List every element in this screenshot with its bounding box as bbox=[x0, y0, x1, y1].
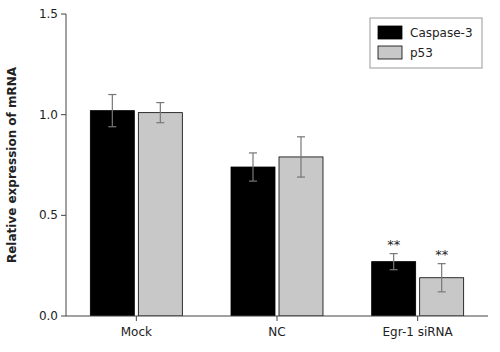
error-bar bbox=[438, 264, 446, 292]
error-bar-cap bbox=[438, 263, 446, 264]
error-bar-stem bbox=[441, 264, 442, 292]
y-tick-label: 1.0 bbox=[39, 108, 58, 122]
x-tick bbox=[277, 316, 278, 321]
error-bar-stem bbox=[300, 137, 301, 177]
y-tick bbox=[61, 14, 66, 15]
y-axis-line bbox=[66, 14, 67, 316]
y-axis-label: Relative expression of mRNA bbox=[5, 66, 19, 263]
legend-box bbox=[370, 18, 482, 68]
error-bar-stem bbox=[393, 254, 394, 270]
error-bar-cap bbox=[390, 253, 398, 254]
legend: Caspase-3 p53 bbox=[370, 18, 482, 68]
y-tick bbox=[61, 316, 66, 317]
y-tick-label: 0.5 bbox=[39, 208, 58, 222]
y-tick bbox=[61, 114, 66, 115]
y-tick-label: 0.0 bbox=[39, 309, 58, 323]
error-bar-cap bbox=[438, 291, 446, 292]
legend-label: p53 bbox=[410, 46, 433, 60]
bar bbox=[231, 167, 275, 316]
chart: 0.0 0.5 1.0 1.5 Relative expression of mRNA M… bbox=[0, 0, 500, 352]
x-tick-label: NC bbox=[268, 325, 285, 339]
y-tick bbox=[61, 215, 66, 216]
error-bar-stem bbox=[252, 153, 253, 181]
error-bar-cap bbox=[390, 269, 398, 270]
error-bar bbox=[108, 95, 116, 127]
error-bar-cap bbox=[249, 152, 257, 153]
bar bbox=[90, 111, 134, 316]
y-tick-label: 1.5 bbox=[39, 7, 58, 21]
error-bar bbox=[156, 103, 164, 123]
x-tick-label: Egr-1 siRNA bbox=[383, 325, 454, 339]
error-bar-cap bbox=[249, 181, 257, 182]
bar bbox=[372, 262, 416, 316]
bar bbox=[138, 113, 182, 316]
error-bar-cap bbox=[108, 126, 116, 127]
annotation: ** bbox=[435, 247, 449, 262]
error-bar-cap bbox=[108, 94, 116, 95]
error-bar-cap bbox=[156, 122, 164, 123]
legend-label: Caspase-3 bbox=[410, 26, 473, 40]
x-tick bbox=[136, 316, 137, 321]
x-tick bbox=[417, 316, 418, 321]
error-bar bbox=[249, 153, 257, 181]
legend-swatch bbox=[378, 26, 402, 39]
error-bar-cap bbox=[297, 136, 305, 137]
error-bar bbox=[297, 137, 305, 177]
annotation: ** bbox=[387, 237, 401, 252]
error-bar-cap bbox=[297, 176, 305, 177]
plot-area bbox=[90, 95, 463, 316]
error-bar bbox=[390, 254, 398, 270]
error-bar-stem bbox=[112, 95, 113, 127]
legend-swatch bbox=[378, 46, 402, 59]
error-bar-stem bbox=[160, 103, 161, 123]
x-tick-label: Mock bbox=[121, 325, 152, 339]
bar bbox=[279, 157, 323, 316]
error-bar-cap bbox=[156, 102, 164, 103]
